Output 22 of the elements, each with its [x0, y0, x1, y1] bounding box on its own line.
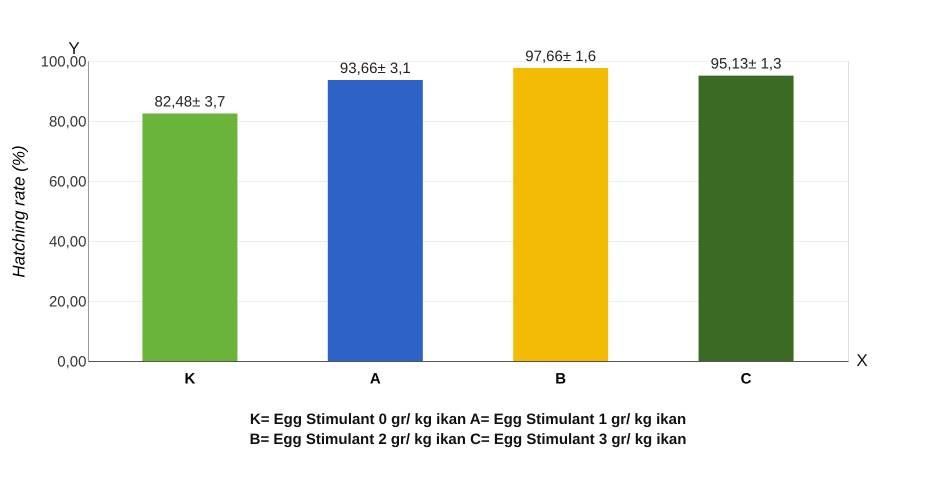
text: B= Egg Stimulant 2 gr/ kg ikan C= Egg Stimulant 3 gr/ kg ikan	[250, 431, 686, 448]
x-tick-label: C	[740, 370, 752, 388]
bar	[142, 114, 238, 361]
bar	[698, 76, 794, 361]
y-tick-label: 0,00	[57, 354, 86, 370]
x-tick-label: B	[555, 370, 566, 388]
y-axis-title: Hatching rate (%)	[10, 145, 29, 278]
y-tick-label: 100,00	[40, 54, 86, 70]
data-label: 93,66± 3,1	[340, 60, 411, 78]
y-tick-label: 20,00	[48, 294, 86, 310]
data-label: 95,13± 1,3	[710, 56, 782, 73]
bar	[513, 68, 608, 361]
y-tick-label: 40,00	[48, 234, 86, 250]
text: K= Egg Stimulant 0 gr/ kg ikan A= Egg Stimulant 1 gr/ kg ikan	[250, 411, 686, 428]
bar	[328, 80, 423, 361]
x-tick-label: K	[184, 370, 196, 388]
x-tick-label: A	[370, 370, 381, 388]
y-tick-label: 80,00	[48, 114, 86, 130]
y-tick-label: 60,00	[48, 174, 86, 190]
data-label: 82,48± 3,7	[154, 94, 226, 111]
data-label: 97,66± 1,6	[525, 48, 596, 66]
text: X	[856, 351, 868, 370]
